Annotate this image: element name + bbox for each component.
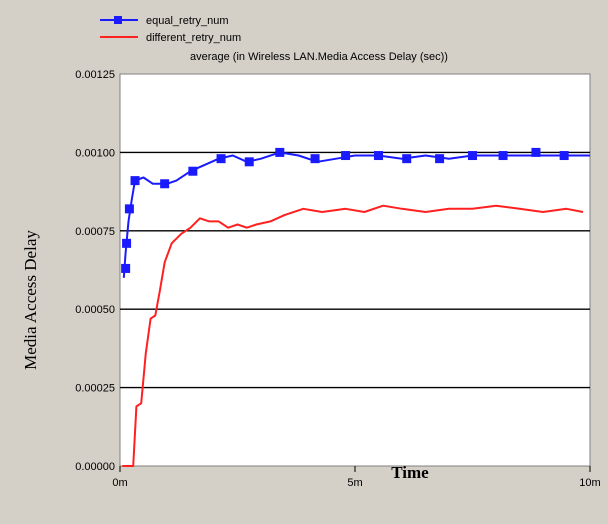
x-ticks: 0m 5m 10m — [112, 466, 601, 489]
chart-title: average (in Wireless LAN.Media Access De… — [190, 51, 448, 63]
legend-label-different-retry-num: different_retry_num — [146, 32, 241, 44]
series-marker-equal-retry-num-7 — [244, 157, 254, 167]
y-tick-label-2: 0.00050 — [75, 304, 115, 316]
x-axis-label: Time — [391, 463, 429, 482]
series-layer — [121, 147, 590, 467]
series-marker-equal-retry-num-6 — [216, 154, 226, 164]
series-marker-equal-retry-num-8 — [275, 147, 285, 157]
series-marker-equal-retry-num-1 — [122, 238, 132, 248]
y-tick-label-3: 0.00075 — [75, 226, 115, 238]
plot-area — [119, 73, 591, 467]
series-marker-equal-retry-num-12 — [402, 154, 412, 164]
x-tick-label-2: 10m — [579, 477, 600, 489]
legend-marker-equal-retry-num — [114, 16, 122, 24]
series-marker-equal-retry-num-17 — [559, 151, 569, 161]
series-marker-equal-retry-num-5 — [188, 166, 198, 176]
gridlines — [120, 151, 590, 389]
series-marker-equal-retry-num-14 — [468, 151, 477, 161]
series-marker-equal-retry-num-16 — [531, 147, 541, 157]
legend-label-equal-retry-num: equal_retry_num — [146, 15, 229, 27]
y-tick-label-5: 0.00125 — [75, 69, 115, 81]
y-axis-label: Media Access Delay — [21, 230, 40, 370]
y-tick-label-0: 0.00000 — [75, 461, 115, 473]
series-marker-equal-retry-num-0 — [121, 263, 131, 273]
series-marker-equal-retry-num-4 — [160, 179, 170, 189]
legend: equal_retry_num different_retry_num — [100, 15, 241, 44]
x-tick-label-0: 0m — [112, 477, 127, 489]
series-marker-equal-retry-num-2 — [124, 204, 134, 214]
series-marker-equal-retry-num-3 — [130, 176, 140, 186]
series-marker-equal-retry-num-11 — [374, 151, 383, 161]
series-marker-equal-retry-num-9 — [310, 154, 320, 164]
series-marker-equal-retry-num-10 — [341, 151, 351, 161]
series-marker-equal-retry-num-13 — [435, 154, 445, 164]
series-line-different-retry-num — [122, 204, 584, 467]
y-tick-label-4: 0.00100 — [75, 147, 115, 159]
y-tick-label-1: 0.00025 — [75, 383, 115, 395]
y-tick-labels: 0.00000 0.00025 0.00050 0.00075 0.00100 0.001… — [75, 69, 115, 473]
series-marker-equal-retry-num-15 — [498, 151, 508, 161]
x-tick-label-1: 5m — [347, 477, 362, 489]
